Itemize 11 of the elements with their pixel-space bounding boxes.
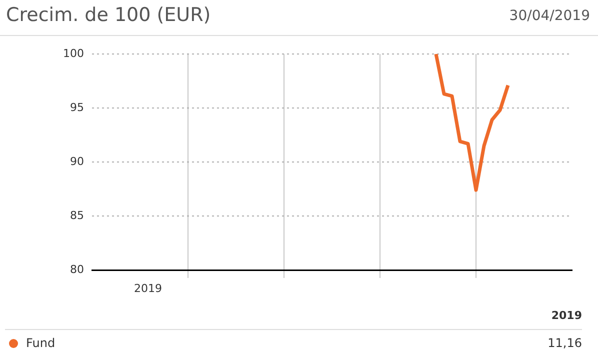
y-tick-label: 100 (63, 46, 84, 60)
y-tick-label: 85 (70, 208, 84, 222)
y-tick-label: 80 (70, 262, 84, 276)
text: 2019 (551, 309, 582, 322)
y-tick-label: 95 (70, 100, 84, 114)
text: 11,16 (548, 336, 582, 350)
chart-title: Crecim. de 100 (EUR) (6, 4, 211, 26)
text: 30/04/2019 (509, 8, 590, 24)
legend-label: Fund (26, 336, 56, 350)
y-tick-label: 90 (70, 154, 84, 168)
text: 2019 (134, 282, 162, 295)
